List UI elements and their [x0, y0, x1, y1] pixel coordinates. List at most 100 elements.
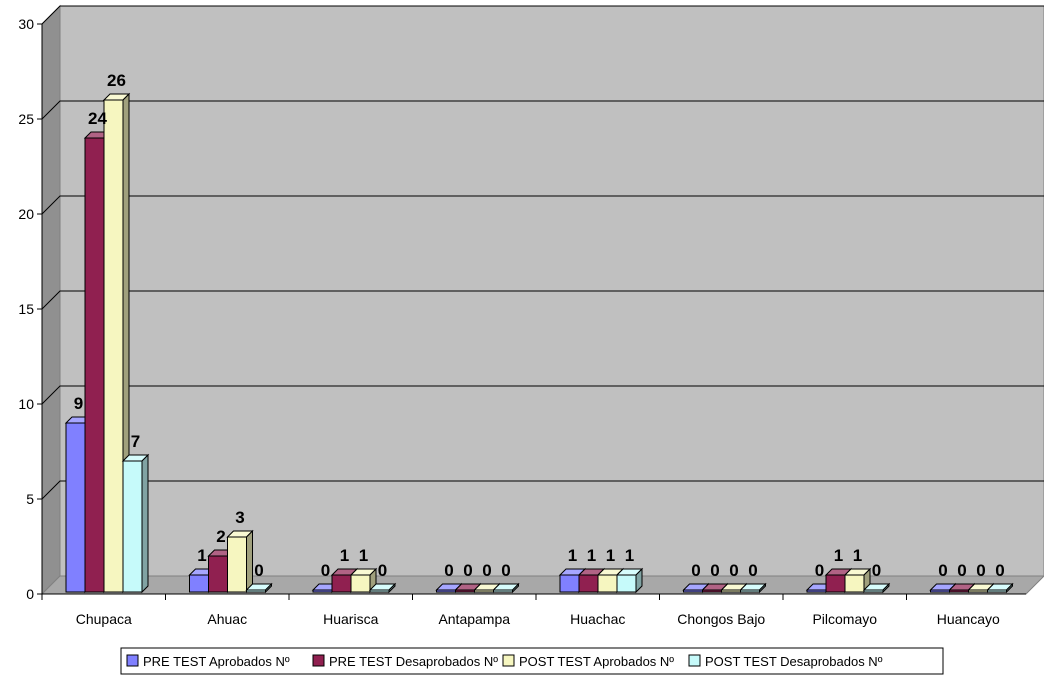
bar-front [84, 137, 105, 593]
y-tick-label: 15 [18, 301, 34, 317]
bar-front [825, 574, 846, 593]
legend-entry: PRE TEST Desaprobados Nº [329, 654, 498, 669]
bar-front [208, 555, 228, 593]
bar-front [350, 574, 371, 593]
data-label: 0 [748, 561, 757, 580]
bar-side [1006, 582, 1013, 594]
legend-swatch [312, 654, 325, 667]
data-label: 1 [625, 546, 634, 565]
x-axis: Chupaca Ahuac Huarisca Antapampa Huachac Chon… [41, 593, 1026, 627]
gridline [41, 100, 1044, 120]
gridline [41, 195, 1044, 215]
data-label: 0 [995, 561, 1004, 580]
y-tick-label: 10 [18, 396, 34, 412]
bar-side [759, 582, 766, 594]
x-tick-label: Chupaca [76, 611, 132, 627]
data-label: 1 [340, 546, 349, 565]
gridline [41, 480, 1044, 500]
bar-side [512, 582, 519, 594]
bar-front [189, 574, 209, 593]
data-label: 3 [235, 508, 244, 527]
plot-area [40, 4, 1044, 596]
data-label: 1 [197, 546, 206, 565]
bar-front [578, 574, 599, 593]
legend-swatch [688, 654, 701, 667]
y-tick-label: 0 [26, 586, 34, 602]
bar-side [635, 567, 643, 594]
data-label: 1 [359, 546, 368, 565]
data-label: 0 [729, 561, 738, 580]
bar [368, 582, 397, 594]
data-label: 0 [321, 561, 330, 580]
y-tick-label: 5 [26, 491, 34, 507]
x-tick-label: Huarisca [323, 611, 378, 627]
bars [64, 92, 1014, 594]
legend: PRE TEST Aprobados Nº PRE TEST Desaprobad… [120, 647, 944, 675]
x-tick-label: Huancayo [937, 611, 1000, 627]
legend-swatch [502, 654, 515, 667]
gridline [41, 290, 1044, 310]
gridline [41, 5, 1044, 25]
data-label: 1 [834, 546, 843, 565]
data-label: 0 [501, 561, 510, 580]
bar [615, 567, 644, 594]
legend-entry: POST TEST Aprobados Nº [519, 654, 674, 669]
gridlines [41, 5, 1044, 500]
legend-entry: PRE TEST Aprobados Nº [143, 654, 290, 669]
y-tick-label: 25 [18, 111, 34, 127]
data-label: 0 [815, 561, 824, 580]
data-label: 2 [216, 527, 225, 546]
data-label: 1 [606, 546, 615, 565]
data-label: 0 [872, 561, 881, 580]
y-tick-label: 20 [18, 206, 34, 222]
bar-front [597, 574, 618, 593]
data-label: 0 [976, 561, 985, 580]
legend-swatch [126, 654, 139, 667]
data-label: 0 [254, 561, 263, 580]
bar-front [65, 422, 86, 593]
bar [245, 582, 273, 594]
data-label: 0 [463, 561, 472, 580]
bar-side [388, 582, 396, 594]
data-label: 0 [482, 561, 491, 580]
x-tick-label: Pilcomayo [812, 611, 877, 627]
data-label: 26 [107, 71, 126, 90]
data-label: 0 [691, 561, 700, 580]
y-tick-label: 30 [18, 16, 34, 32]
x-tick-label: Chongos Bajo [677, 611, 765, 627]
gridline [41, 385, 1044, 405]
data-label: 0 [938, 561, 947, 580]
x-tick-label: Ahuac [207, 611, 247, 627]
data-label: 0 [444, 561, 453, 580]
data-label: 0 [957, 561, 966, 580]
x-tick-label: Huachac [570, 611, 625, 627]
data-label: 1 [568, 546, 577, 565]
data-label: 7 [131, 432, 140, 451]
bar-front [844, 574, 865, 593]
bar [986, 582, 1014, 594]
bar-front [122, 460, 143, 593]
legend-entry: POST TEST Desaprobados Nº [705, 654, 883, 669]
data-label: 24 [88, 109, 107, 128]
data-label: 9 [74, 394, 83, 413]
legend-box [120, 647, 944, 675]
bar-side [246, 529, 253, 594]
bar-side [882, 582, 890, 594]
bar-front [616, 574, 637, 593]
bar-side [265, 582, 272, 594]
data-label: 1 [853, 546, 862, 565]
bar [739, 582, 767, 594]
data-label: 0 [378, 561, 387, 580]
x-tick-label: Antapampa [438, 611, 510, 627]
bar-front [227, 536, 247, 593]
bar [121, 453, 150, 594]
bar [226, 529, 254, 594]
data-label: 0 [710, 561, 719, 580]
bar [492, 582, 520, 594]
bar [862, 582, 891, 594]
bar-side [141, 453, 149, 594]
bar-front [559, 574, 580, 593]
y-axis: 0 5 10 15 20 25 30 [18, 16, 43, 602]
